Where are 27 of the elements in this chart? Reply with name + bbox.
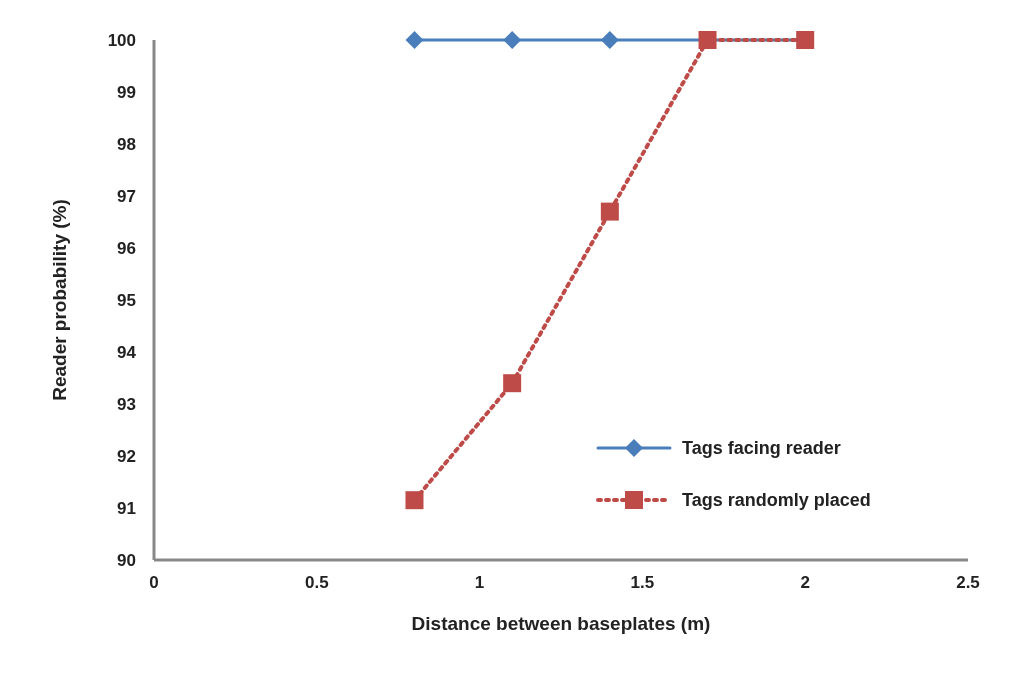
x-tick-label: 2.5	[956, 573, 980, 592]
y-tick-label: 95	[117, 290, 136, 310]
y-tick-label: 99	[117, 82, 136, 102]
x-tick-label: 1.5	[630, 573, 655, 592]
legend-label: Tags facing reader	[682, 438, 841, 459]
point	[503, 31, 522, 49]
y-tick-label: 93	[117, 394, 136, 414]
point	[600, 31, 619, 49]
y-tick-label: 91	[117, 498, 136, 518]
y-tick-label: 100	[107, 30, 136, 50]
x-tick-label: 2	[800, 573, 810, 592]
point	[405, 491, 424, 510]
x-tick-label: 1	[474, 573, 485, 592]
y-tick-label: 97	[117, 186, 136, 206]
y-tick-label: 92	[117, 446, 136, 466]
x-tick-label: 0	[149, 573, 159, 592]
x-tick-label: 0.5	[304, 573, 329, 592]
legend-label: Tags randomly placed	[682, 490, 871, 511]
point	[600, 202, 619, 221]
y-tick-label: 98	[117, 134, 136, 154]
y-tick-label: 90	[117, 550, 136, 570]
point	[405, 31, 424, 49]
y-tick-label: 96	[117, 238, 136, 258]
point	[503, 374, 522, 393]
y-axis-title: Reader probability (%)	[49, 199, 70, 401]
y-tick-label: 94	[117, 342, 137, 362]
x-axis-title: Distance between baseplates (m)	[411, 613, 711, 634]
